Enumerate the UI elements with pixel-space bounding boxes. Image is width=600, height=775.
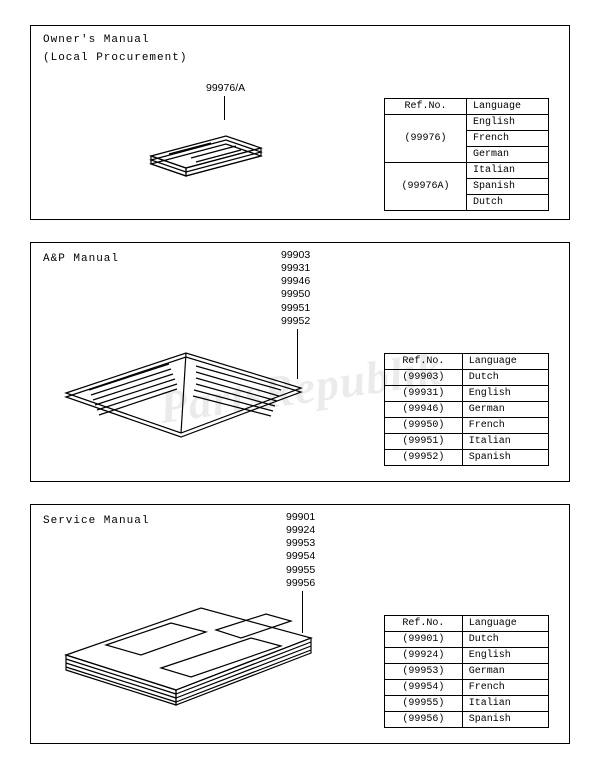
cell-lang: Italian [467,163,549,179]
cell-lang: German [462,402,548,418]
owner-manual-drawing [141,106,271,196]
th-lang: Language [462,616,548,632]
panel-title: Owner's Manual [43,34,149,46]
ap-ref-table: Ref.No. Language (99903)Dutch (99931)Eng… [384,353,549,466]
cell-ref: (99954) [385,680,463,696]
cell-lang: Dutch [467,195,549,211]
th-ref: Ref.No. [385,616,463,632]
panel-title: Service Manual [43,515,149,527]
leader-line [302,591,303,633]
cell-lang: English [462,386,548,402]
cell-ref: (99931) [385,386,463,402]
cell-lang: Italian [462,696,548,712]
panel-ap-manual: A&P Manual 99903 99931 99946 99950 [30,242,570,482]
service-ref-table: Ref.No. Language (99901)Dutch (99924)Eng… [384,615,549,728]
panel-service-manual: Service Manual 99901 99924 99953 99954 9… [30,504,570,744]
cell-ref: (99956) [385,712,463,728]
cell-ref: (99946) [385,402,463,418]
panel-owners-manual: Owner's Manual (Local Procurement) 99976… [30,25,570,220]
cell-ref: (99952) [385,450,463,466]
cell-ref: (99976) [385,115,467,163]
cell-ref: (99976A) [385,163,467,211]
cell-lang: Dutch [462,632,548,648]
th-lang: Language [467,99,549,115]
part-labels-ap: 99903 99931 99946 99950 99951 99952 [281,249,310,328]
panel-subtitle: (Local Procurement) [43,52,187,64]
cell-ref: (99924) [385,648,463,664]
th-ref: Ref.No. [385,354,463,370]
leader-line [297,329,298,379]
panel-title: A&P Manual [43,253,119,265]
part-labels-service: 99901 99924 99953 99954 99955 99956 [286,511,315,590]
cell-lang: French [462,680,548,696]
cell-lang: German [467,147,549,163]
cell-ref: (99903) [385,370,463,386]
cell-lang: English [467,115,549,131]
cell-ref: (99950) [385,418,463,434]
th-lang: Language [462,354,548,370]
cell-ref: (99953) [385,664,463,680]
leader-line [224,96,225,120]
cell-lang: French [462,418,548,434]
cell-lang: English [462,648,548,664]
cell-ref: (99901) [385,632,463,648]
cell-ref: (99955) [385,696,463,712]
cell-lang: Dutch [462,370,548,386]
part-label-owner: 99976/A [206,82,245,95]
owner-ref-table: Ref.No. Language (99976) English French … [384,98,549,211]
cell-lang: Spanish [467,179,549,195]
service-manual-drawing [51,560,321,730]
cell-lang: Italian [462,434,548,450]
cell-lang: Spanish [462,712,548,728]
cell-lang: Spanish [462,450,548,466]
cell-lang: German [462,664,548,680]
ap-manual-drawing [51,298,311,458]
cell-lang: French [467,131,549,147]
cell-ref: (99951) [385,434,463,450]
th-ref: Ref.No. [385,99,467,115]
